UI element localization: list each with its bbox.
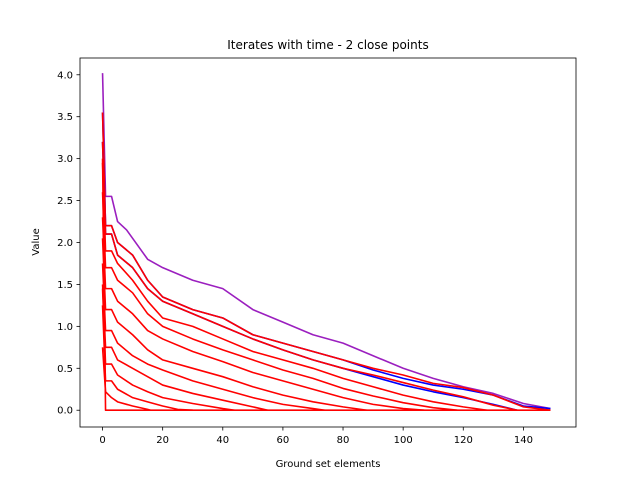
x-tick-label: 100: [394, 435, 413, 446]
y-tick-label: 2.0: [57, 238, 73, 249]
plot-area: [79, 57, 577, 428]
series-line-2: [101, 112, 551, 412]
series-line-5: [101, 162, 488, 412]
series-line-9: [101, 263, 326, 412]
y-tick-label: 0.5: [57, 364, 73, 375]
y-axis: 0.0 0.5 1.0 1.5 2.0 2.5 3.0 3.5 4.0: [57, 70, 80, 417]
y-tick-label: 4.0: [57, 70, 73, 81]
x-tick-label: 40: [216, 435, 229, 446]
y-tick-label: 3.5: [57, 112, 73, 123]
x-tick-label: 80: [337, 435, 350, 446]
y-tick-label: 1.5: [57, 280, 73, 291]
series-line-10: [101, 284, 269, 412]
series-line-14: [101, 158, 551, 412]
series-line-11: [101, 288, 235, 412]
x-axis: 0 20 40 60 80 100 120 140: [99, 427, 533, 446]
chart-title: Iterates with time - 2 close points: [227, 38, 428, 52]
y-axis-title: Value: [31, 228, 42, 255]
x-axis-title: Ground set elements: [276, 459, 381, 470]
y-tick-label: 0.0: [57, 406, 73, 417]
x-tick-label: 0: [99, 435, 105, 446]
series-layer: [101, 73, 551, 412]
y-tick-label: 2.5: [57, 196, 73, 207]
series-line-12: [101, 305, 193, 412]
x-tick-label: 20: [156, 435, 169, 446]
y-tick-label: 1.0: [57, 322, 73, 333]
series-line-0: [101, 73, 551, 410]
x-tick-label: 60: [277, 435, 290, 446]
y-tick-label: 3.0: [57, 154, 73, 165]
plot-background: [80, 58, 576, 427]
x-tick-label: 140: [514, 435, 533, 446]
series-line-6: [101, 192, 458, 412]
series-line-8: [101, 238, 368, 412]
series-line-4: [101, 141, 518, 412]
series-line-7: [101, 217, 425, 412]
x-tick-label: 120: [454, 435, 473, 446]
